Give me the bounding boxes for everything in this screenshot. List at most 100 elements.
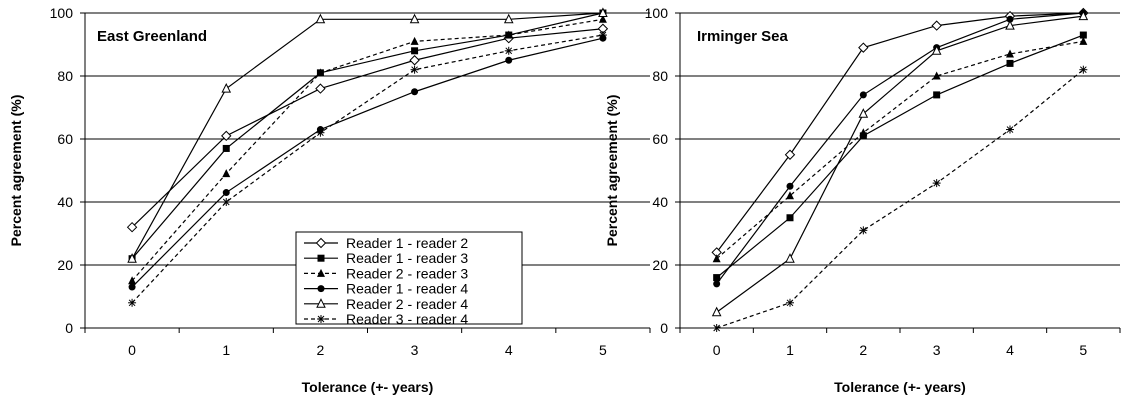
- y-tick-label: 0: [65, 320, 73, 336]
- data-point: [932, 179, 941, 188]
- data-point: [409, 13, 420, 24]
- x-axis-title: Tolerance (+- years): [302, 379, 434, 395]
- legend-item: Reader 2 - reader 3: [304, 265, 468, 281]
- data-point: [222, 189, 230, 197]
- data-point: [785, 253, 795, 263]
- data-point: [931, 20, 942, 31]
- legend-marker: [316, 298, 326, 308]
- x-tick-label: 1: [786, 342, 794, 358]
- legend-label: Reader 1 - reader 3: [346, 250, 468, 266]
- data-point: [128, 298, 137, 307]
- x-axis-title: Tolerance (+- years): [834, 379, 966, 395]
- series-line: [131, 34, 604, 304]
- y-tick-label: 60: [57, 131, 73, 147]
- y-tick-label: 40: [57, 194, 73, 210]
- data-point: [410, 36, 419, 45]
- series-6: [712, 65, 1088, 332]
- data-point: [1006, 125, 1014, 134]
- data-point: [713, 274, 721, 282]
- x-tick-label: 2: [859, 342, 867, 358]
- data-point: [505, 56, 513, 64]
- y-tick-label: 0: [660, 320, 668, 336]
- data-point: [503, 13, 514, 24]
- data-point: [409, 55, 420, 66]
- legend-item: Reader 2 - reader 4: [304, 296, 468, 312]
- x-tick-label: 5: [599, 342, 607, 358]
- data-point: [410, 65, 419, 74]
- chart-panel-1: 0 20 40 60 80 100 0 1 2 3 4 5 Tolerance (+- years) Pe…: [8, 5, 651, 395]
- legend-label: Reader 1 - reader 4: [346, 281, 468, 297]
- series-line: [131, 12, 603, 259]
- x-tick-label: 4: [1006, 342, 1014, 358]
- data-point: [222, 198, 231, 206]
- series-line: [716, 40, 1084, 260]
- series-6: [128, 31, 607, 307]
- data-point: [858, 108, 869, 118]
- data-point: [1079, 31, 1087, 39]
- data-point: [411, 88, 419, 96]
- data-point: [712, 254, 721, 263]
- data-point: [1079, 65, 1088, 74]
- x-tick-label: 0: [713, 342, 721, 358]
- data-point: [1006, 49, 1014, 58]
- data-point: [598, 7, 608, 17]
- data-point: [222, 144, 230, 152]
- series-1: [711, 7, 1089, 258]
- series-3: [712, 36, 1088, 263]
- data-point: [1006, 59, 1014, 67]
- series-line: [716, 12, 1084, 253]
- data-point: [786, 182, 794, 190]
- legend-label: Reader 3 - reader 4: [346, 311, 468, 327]
- series-3: [128, 14, 607, 285]
- data-point: [1079, 36, 1088, 45]
- data-point: [933, 91, 941, 99]
- data-point: [315, 83, 326, 94]
- data-point: [221, 82, 232, 93]
- data-point: [128, 276, 137, 285]
- data-point: [859, 91, 867, 99]
- data-point: [504, 30, 513, 39]
- legend-marker: [317, 285, 325, 293]
- data-point: [504, 46, 513, 55]
- y-tick-label: 100: [645, 5, 669, 21]
- chart-panel-2: 0 20 40 60 80 100 0 1 2 3 4 5 Tolerance (+- years) Pe…: [604, 5, 1121, 395]
- series-5: [711, 10, 1089, 317]
- y-tick-label: 100: [50, 5, 74, 21]
- x-tick-label: 3: [933, 342, 941, 358]
- data-point: [712, 324, 721, 332]
- legend-label: Reader 2 - reader 4: [346, 296, 468, 312]
- legend-item: Reader 1 - reader 2: [304, 235, 468, 251]
- legend-marker: [317, 268, 325, 277]
- legend-marker: [317, 315, 325, 323]
- legend-item: Reader 1 - reader 4: [304, 281, 468, 297]
- series-1: [126, 23, 609, 233]
- series-line: [131, 12, 604, 260]
- data-point: [859, 226, 868, 235]
- series-line: [716, 15, 1084, 313]
- data-point: [858, 42, 869, 53]
- chart-title: East Greenland: [97, 28, 207, 45]
- data-point: [786, 298, 794, 307]
- data-point: [598, 14, 607, 23]
- legend-item: Reader 3 - reader 4: [304, 311, 468, 327]
- data-point: [931, 45, 942, 55]
- data-point: [128, 283, 136, 291]
- x-tick-label: 3: [411, 342, 419, 358]
- y-axis-title: Percent agreement (%): [604, 95, 620, 247]
- data-point: [316, 68, 325, 77]
- x-tick-label: 4: [505, 342, 513, 358]
- data-point: [598, 31, 607, 40]
- series-line: [716, 12, 1084, 285]
- series-line: [716, 69, 1084, 329]
- series-line: [131, 18, 604, 282]
- x-tick-label: 0: [128, 342, 136, 358]
- data-point: [127, 253, 137, 263]
- y-axis-title: Percent agreement (%): [8, 95, 24, 247]
- series-line: [131, 28, 603, 228]
- series-5: [127, 7, 608, 263]
- data-point: [221, 130, 232, 142]
- series-2: [713, 31, 1087, 282]
- data-point: [786, 191, 794, 200]
- series-line: [131, 37, 604, 288]
